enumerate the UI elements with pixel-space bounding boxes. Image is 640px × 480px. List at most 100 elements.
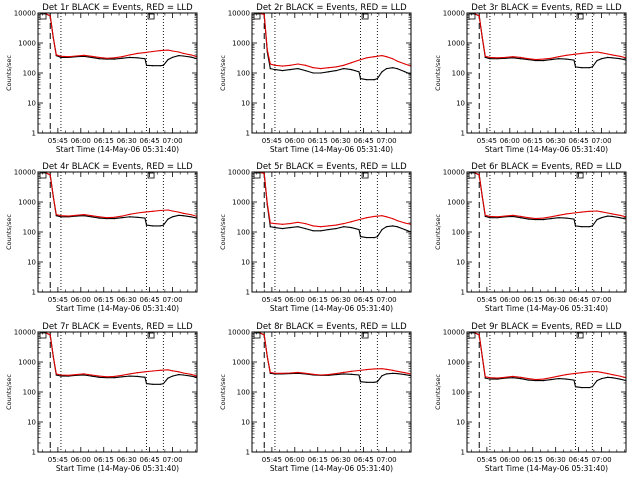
plot-data (467, 172, 626, 292)
lld-data-point (136, 372, 138, 374)
lld-data-point (350, 221, 352, 223)
events-data-point (558, 217, 560, 219)
lld-data-point (497, 377, 499, 379)
x-tick-label: 05:45 (48, 137, 68, 145)
plot-data (38, 332, 197, 452)
y-tick-label: 100 (237, 389, 250, 397)
x-tick-label: 05:45 (48, 296, 68, 304)
lld-series-line (467, 332, 626, 381)
panel-det-9: Det 9r BLACK = Events, RED = LLD Counts/s… (434, 322, 627, 473)
lld-data-point (90, 55, 93, 57)
events-data-point (381, 71, 383, 73)
lld-data-point (289, 372, 291, 374)
y-tick-label: 10 (456, 419, 465, 427)
lld-data-point (535, 218, 537, 220)
events-data-point (335, 228, 337, 230)
y-tick-label: 1 (461, 130, 465, 138)
lld-data-point (396, 370, 398, 372)
plot-frame (466, 331, 627, 453)
lld-series-line (38, 13, 197, 59)
events-data-point (574, 66, 577, 68)
x-tick-label: 06:30 (331, 137, 351, 145)
events-data-point (535, 380, 537, 382)
y-tick-label: 10000 (443, 10, 465, 18)
events-data-point (404, 374, 406, 376)
x-tick-label: 06:45 (354, 456, 374, 464)
events-data-point (600, 378, 603, 380)
events-data-point (591, 386, 594, 388)
y-tick-label: 1000 (18, 199, 36, 207)
events-data-point (542, 60, 545, 62)
x-tick-label: 06:00 (71, 456, 91, 464)
events-data-point (558, 378, 560, 380)
events-data-point (182, 215, 184, 217)
x-tick-label: 07:00 (376, 137, 396, 145)
events-series-line (252, 13, 411, 81)
panel-title: Det 6r BLACK = Events, RED = LLD (471, 162, 622, 172)
lld-data-point (171, 210, 174, 212)
lld-data-point (327, 225, 329, 227)
events-data-point (619, 58, 621, 60)
lld-data-point (611, 374, 613, 376)
events-data-point (159, 383, 161, 385)
events-data-point (269, 68, 271, 70)
y-axis-label: Counts/sec (434, 214, 442, 250)
lld-data-point (381, 368, 383, 370)
lld-data-point (136, 212, 138, 214)
lld-data-point (121, 374, 123, 376)
y-tick-label: 100 (237, 229, 250, 237)
events-data-point (527, 59, 529, 61)
lld-data-point (83, 54, 85, 56)
events-data-point (497, 378, 499, 380)
events-data-point (519, 58, 522, 60)
y-tick-label: 10 (27, 100, 36, 108)
lld-data-point (366, 369, 368, 371)
lld-data-point (263, 334, 265, 336)
events-data-point (535, 219, 537, 221)
events-data-point (129, 375, 131, 377)
lld-data-point (404, 372, 406, 374)
lld-data-point (129, 373, 131, 375)
lld-data-point (519, 56, 522, 59)
lld-data-point (266, 49, 268, 51)
panel-det-7: Det 7r BLACK = Events, RED = LLD Counts/s… (5, 322, 198, 473)
events-data-point (611, 57, 613, 59)
interval-marker-box (576, 172, 584, 179)
lld-data-point (60, 374, 62, 376)
panel-det-3: Det 3r BLACK = Events, RED = LLD Counts/s… (434, 3, 627, 154)
events-data-point (358, 229, 360, 231)
lld-data-point (366, 57, 368, 59)
lld-data-point (312, 67, 314, 69)
lld-data-point (350, 370, 352, 372)
x-tick-label: 06:15 (94, 137, 114, 145)
lld-data-point (343, 223, 345, 225)
lld-data-point (581, 211, 583, 213)
events-data-point (607, 56, 609, 59)
lld-data-point (573, 53, 575, 55)
lld-data-point (55, 214, 57, 216)
lld-data-point (504, 376, 506, 378)
x-tick-label: 07:00 (162, 137, 182, 145)
x-tick-label: 06:00 (500, 456, 520, 464)
events-data-point (550, 379, 552, 381)
events-data-point (565, 58, 568, 60)
panel-title: Det 3r BLACK = Events, RED = LLD (471, 3, 622, 13)
lld-data-point (573, 373, 575, 375)
events-data-point (297, 226, 299, 228)
events-data-point (343, 226, 345, 228)
events-data-point (404, 71, 406, 73)
x-axis-label: Start Time (14-May-06 05:31:40) (270, 145, 393, 154)
events-data-point (504, 57, 506, 59)
lld-data-point (106, 57, 108, 59)
events-data-point (581, 226, 583, 228)
lld-data-point (519, 376, 522, 378)
x-tick-label: 05:45 (477, 456, 497, 464)
lld-data-point (68, 374, 70, 376)
lld-data-point (152, 210, 154, 212)
x-tick-label: 06:30 (331, 296, 351, 304)
lld-data-point (269, 371, 271, 373)
events-data-point (55, 215, 57, 217)
lld-data-point (182, 372, 184, 374)
events-data-point (145, 224, 148, 226)
events-data-point (366, 381, 368, 383)
